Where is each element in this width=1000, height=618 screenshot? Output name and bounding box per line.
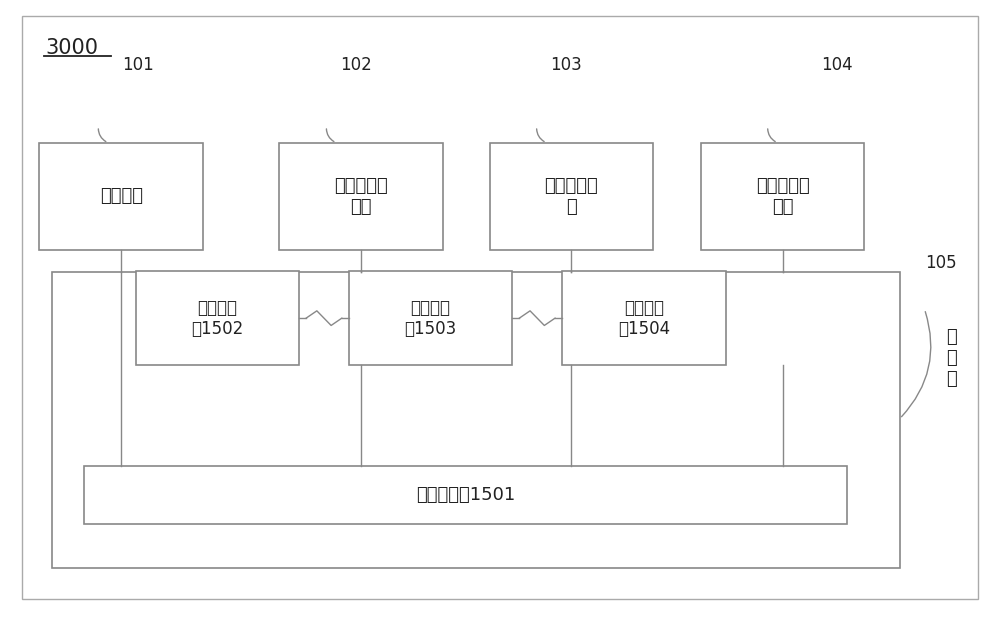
Text: 运输导轨: 运输导轨 xyxy=(100,187,143,205)
Bar xyxy=(136,271,299,365)
Text: 104: 104 xyxy=(821,56,853,74)
Text: 运输控制器1501: 运输控制器1501 xyxy=(416,486,515,504)
Text: 控
制
器: 控 制 器 xyxy=(946,328,957,387)
Text: 预热控制
器1503: 预热控制 器1503 xyxy=(404,298,457,337)
Text: 105: 105 xyxy=(925,255,957,273)
Text: 焊接控制
器1504: 焊接控制 器1504 xyxy=(618,298,670,337)
Bar xyxy=(39,143,203,250)
Bar xyxy=(490,143,653,250)
Bar xyxy=(349,271,512,365)
Text: 3000: 3000 xyxy=(46,38,99,57)
Text: 喷涂控制
器1502: 喷涂控制 器1502 xyxy=(191,298,244,337)
Text: 双层预热机
构: 双层预热机 构 xyxy=(545,177,598,216)
Text: 助焊剂喷涂
机构: 助焊剂喷涂 机构 xyxy=(334,177,388,216)
Text: 102: 102 xyxy=(340,56,372,74)
FancyArrowPatch shape xyxy=(902,311,931,417)
FancyArrowPatch shape xyxy=(768,129,775,142)
Bar xyxy=(279,143,443,250)
FancyArrowPatch shape xyxy=(98,129,106,142)
FancyArrowPatch shape xyxy=(326,129,334,142)
FancyArrowPatch shape xyxy=(537,129,544,142)
Bar xyxy=(562,271,726,365)
Text: 选择性焊接
机构: 选择性焊接 机构 xyxy=(756,177,810,216)
Text: 103: 103 xyxy=(551,56,582,74)
Bar xyxy=(701,143,864,250)
Bar xyxy=(84,466,847,524)
Bar xyxy=(52,273,900,568)
Text: 101: 101 xyxy=(122,56,154,74)
